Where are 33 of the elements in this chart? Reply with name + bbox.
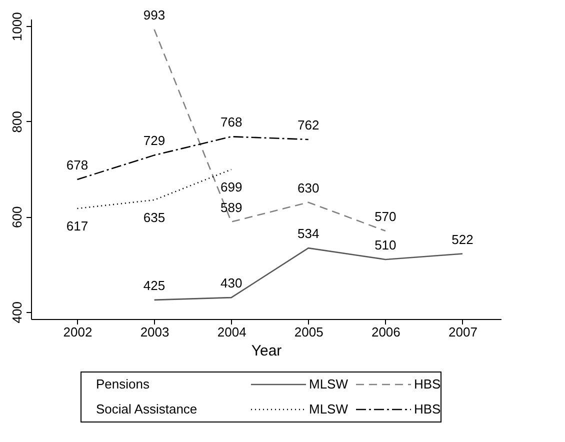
data-label: 635 — [143, 210, 166, 225]
legend-label: MLSW — [309, 402, 349, 416]
legend-label: HBS — [414, 376, 442, 392]
legend-label: MLSW — [309, 376, 349, 392]
x-tick-label: 2002 — [63, 324, 92, 340]
text: Social Assistance — [96, 402, 198, 416]
data-label: 678 — [66, 157, 88, 172]
y-tick-label: 600 — [10, 206, 24, 228]
text: Pensions — [96, 376, 150, 392]
x-axis-title: Year — [251, 342, 282, 360]
data-label: 729 — [143, 133, 166, 148]
data-label: 699 — [220, 179, 242, 194]
data-label: 425 — [143, 278, 166, 293]
y-tick-label: 800 — [10, 111, 24, 133]
x-tick-label: 2006 — [371, 324, 400, 340]
y-tick-label: 1000 — [10, 12, 24, 42]
data-label: 589 — [220, 200, 242, 215]
data-label: 522 — [452, 232, 474, 247]
data-label: 430 — [220, 276, 242, 291]
data-label: 534 — [298, 226, 320, 242]
y-tick-label: 400 — [10, 302, 24, 324]
data-label: 993 — [143, 7, 166, 22]
data-label: 762 — [298, 117, 320, 132]
data-label: 570 — [374, 208, 396, 224]
x-tick-label: 2004 — [217, 324, 246, 340]
x-tick-label: 2005 — [294, 324, 324, 340]
data-label: 510 — [374, 237, 396, 252]
x-tick-label: 2007 — [448, 324, 478, 340]
data-label: 768 — [220, 114, 242, 130]
data-label: 630 — [298, 180, 320, 196]
x-tick-label: 2003 — [140, 324, 170, 340]
legend-label: HBS — [414, 402, 442, 416]
data-label: 617 — [66, 218, 88, 234]
